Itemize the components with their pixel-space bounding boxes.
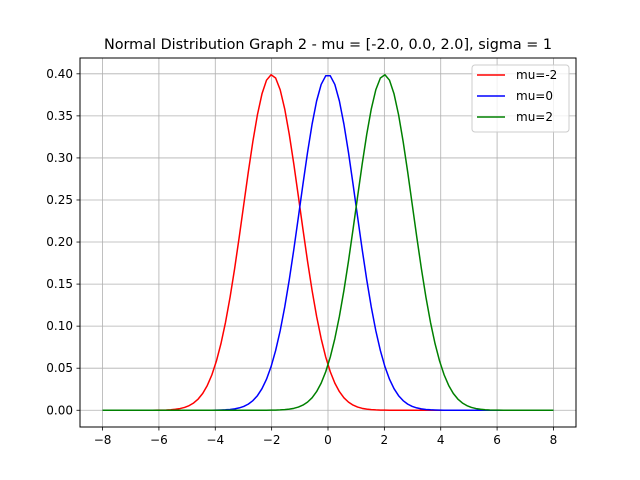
legend: mu=-2 mu=0 mu=2: [471, 64, 570, 133]
y-tick-label: 0.40: [46, 67, 73, 81]
legend-box: [471, 64, 570, 133]
x-tick-label: −6: [150, 433, 168, 447]
legend-label: mu=-2: [516, 68, 557, 82]
y-tick-label: 0.20: [46, 235, 73, 249]
x-tick-label: 0: [324, 433, 332, 447]
chart-title: Normal Distribution Graph 2 - mu = [-2.0…: [104, 37, 552, 53]
y-tick-label: 0.35: [46, 109, 73, 123]
x-tick-label: −4: [206, 433, 224, 447]
x-tick-label: −2: [263, 433, 281, 447]
x-tick-label: 6: [493, 433, 501, 447]
series-line-2: [102, 74, 554, 412]
y-tick-label: 0.30: [46, 151, 73, 165]
x-tick-label: 4: [437, 433, 445, 447]
x-tick-label: 8: [550, 433, 558, 447]
y-tick-label: 0.25: [46, 193, 73, 207]
y-tick-label: 0.15: [46, 277, 73, 291]
y-tick-label: 0.05: [46, 361, 73, 375]
y-tick-label: 0.10: [46, 319, 73, 333]
series-layer: [102, 74, 554, 412]
legend-label: mu=2: [516, 110, 553, 124]
x-tick-label: −8: [94, 433, 112, 447]
x-tick-label: 2: [381, 433, 389, 447]
axis-ticks: −8 −6 −4 −2 0 2 4 6 8 0.00 0.05 0.10 0.15 0.20 0.25 0.3…: [46, 67, 557, 447]
y-tick-label: 0.00: [46, 403, 73, 417]
legend-label: mu=0: [516, 89, 553, 103]
